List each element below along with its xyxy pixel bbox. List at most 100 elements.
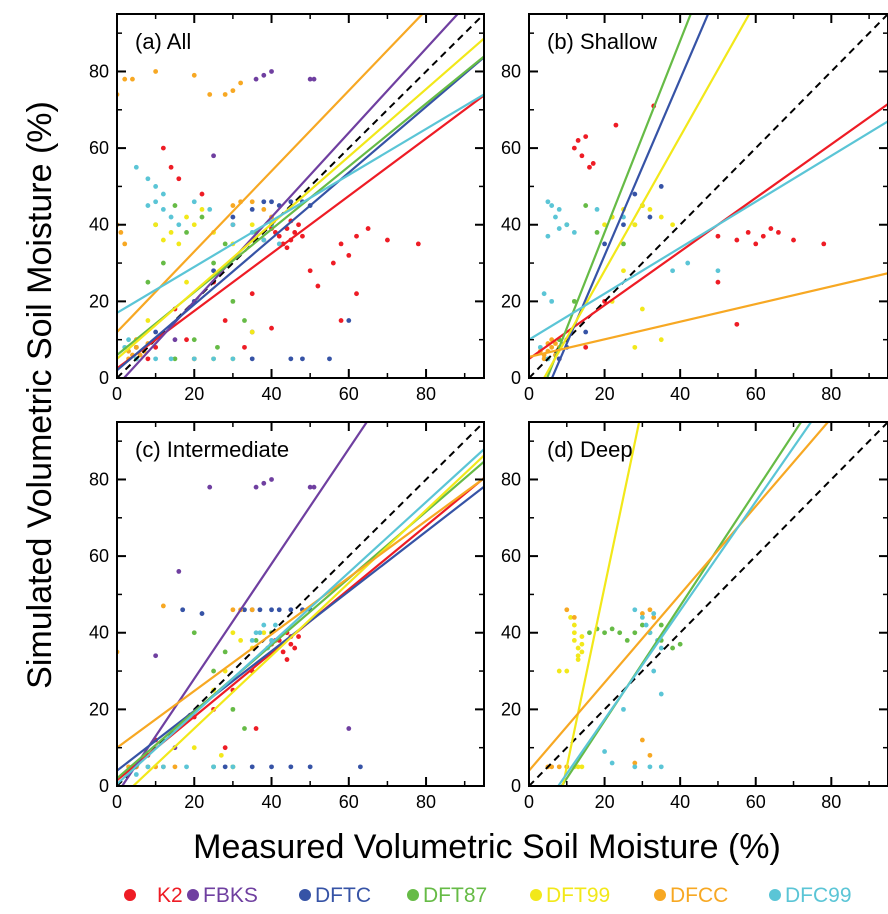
- point-k2: [753, 241, 759, 247]
- point-dftc: [249, 764, 255, 770]
- point-dftc: [257, 607, 263, 613]
- series-dfc99: [537, 199, 721, 362]
- point-dft99: [575, 645, 581, 651]
- point-dfcc: [122, 76, 128, 82]
- point-dft99: [218, 752, 224, 758]
- series-dfc99: [602, 607, 664, 770]
- panel-frame: [528, 13, 888, 379]
- point-k2: [145, 356, 151, 362]
- legend-label-dfcc: DFCC: [670, 884, 728, 907]
- point-k2: [760, 233, 766, 239]
- point-dft99: [571, 630, 577, 636]
- series-dfc99: [133, 622, 278, 777]
- point-dfc99: [207, 207, 213, 212]
- point-fbks: [172, 337, 178, 343]
- point-dfcc: [639, 737, 645, 743]
- point-k2: [292, 230, 298, 235]
- point-k2: [284, 657, 290, 662]
- point-dftc: [249, 356, 255, 362]
- point-dft87: [602, 630, 607, 636]
- point-dft99: [579, 764, 585, 770]
- panel-shallow: 0 20 40 60 80 0 20 40 60 80 (b) Shallow: [501, 13, 888, 404]
- x-tick-label: 20: [184, 384, 204, 404]
- x-tick-label: 80: [821, 792, 841, 812]
- point-k2: [791, 237, 796, 243]
- point-dfcc: [222, 92, 228, 97]
- legend-marker-dfc99: [769, 889, 781, 901]
- point-dfcc: [130, 76, 135, 82]
- point-dft87: [222, 649, 228, 655]
- point-k2: [176, 176, 182, 182]
- point-dft87: [172, 203, 178, 208]
- point-dfc99: [211, 356, 216, 362]
- point-dft99: [571, 622, 577, 628]
- point-k2: [587, 164, 592, 170]
- legend-label-dft99: DFT99: [546, 884, 610, 907]
- point-dftc: [153, 329, 159, 335]
- fit-line-k2: [117, 94, 484, 370]
- legend-label-fbks: FBKS: [203, 884, 258, 907]
- point-dft99: [184, 214, 189, 220]
- point-dft99: [579, 641, 585, 647]
- point-dftc: [288, 356, 294, 362]
- point-dfc99: [253, 630, 259, 636]
- y-tick-label: 0: [99, 368, 109, 388]
- point-dfc99: [211, 764, 216, 770]
- series-dftc: [180, 607, 363, 770]
- point-dft99: [658, 337, 664, 343]
- point-dft87: [160, 260, 166, 266]
- point-k2: [745, 230, 751, 235]
- x-tick-label: 0: [112, 792, 122, 812]
- fit-line-dft99: [542, 14, 751, 378]
- point-dftc: [288, 764, 294, 770]
- x-axis-label: Measured Volumetric Soil Moisture (%): [193, 828, 781, 866]
- point-dfcc: [160, 603, 166, 609]
- point-dft87: [253, 638, 259, 643]
- point-dft99: [571, 638, 577, 643]
- y-axis-label: Simulated Volumetric Soil Moisture (%): [21, 101, 59, 689]
- point-k2: [269, 325, 274, 331]
- point-dfc99: [658, 645, 664, 651]
- point-dft99: [670, 222, 675, 228]
- point-k2: [249, 291, 255, 297]
- panel-frame: [528, 421, 888, 787]
- point-dft99: [647, 207, 653, 212]
- point-dfc99: [537, 344, 543, 350]
- point-fbks: [269, 477, 274, 482]
- point-dfcc: [249, 199, 255, 205]
- point-dfc99: [632, 607, 638, 613]
- x-tick-label: 20: [595, 792, 615, 812]
- y-tick-label: 20: [89, 699, 109, 719]
- point-dfcc: [172, 764, 178, 770]
- x-tick-label: 40: [670, 384, 690, 404]
- y-tick-label: 40: [89, 623, 109, 643]
- point-dft87: [211, 668, 216, 674]
- point-dftc: [230, 214, 236, 220]
- point-k2: [222, 318, 228, 323]
- point-dft87: [191, 337, 197, 343]
- point-dfcc: [230, 607, 236, 613]
- point-dfcc: [553, 341, 558, 346]
- y-tick-label: 20: [501, 291, 521, 311]
- point-dft99: [261, 630, 267, 636]
- panel-title: (a) All: [135, 29, 191, 54]
- point-dftc: [583, 329, 589, 335]
- x-tick-label: 40: [262, 792, 282, 812]
- fit-line-dfcc: [529, 272, 888, 358]
- point-dftc: [199, 611, 205, 616]
- point-dfc99: [609, 760, 615, 766]
- point-k2: [222, 745, 228, 751]
- point-k2: [821, 241, 827, 247]
- y-tick-label: 60: [501, 546, 521, 566]
- point-dfc99: [249, 638, 255, 643]
- point-dftc: [269, 607, 274, 613]
- point-dft87: [677, 641, 683, 647]
- point-fbks: [311, 484, 317, 490]
- point-dfc99: [160, 207, 166, 212]
- point-k2: [296, 222, 301, 228]
- point-dft99: [575, 764, 581, 770]
- point-dfc99: [651, 611, 657, 616]
- point-k2: [276, 233, 282, 239]
- point-dftc: [222, 764, 228, 770]
- x-tick-label: 0: [524, 384, 534, 404]
